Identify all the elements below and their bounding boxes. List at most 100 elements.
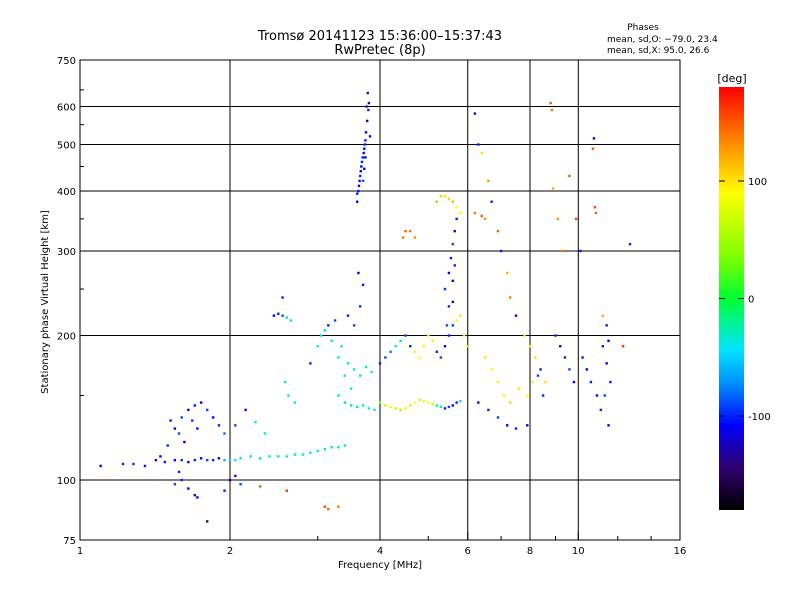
data-point (228, 478, 232, 482)
data-point (364, 156, 367, 159)
data-point (447, 405, 451, 409)
data-point (443, 195, 447, 198)
data-point (199, 457, 203, 460)
data-point (191, 419, 194, 422)
data-point (169, 419, 172, 422)
data-point (364, 365, 368, 369)
colorbar-label: [deg] (717, 72, 746, 85)
data-point (594, 211, 598, 215)
data-point (370, 370, 373, 374)
data-point (508, 401, 512, 404)
data-point (466, 345, 469, 348)
data-point (480, 151, 483, 155)
data-point (459, 314, 462, 317)
data-point (166, 444, 169, 447)
data-point (337, 394, 340, 397)
data-point (399, 408, 402, 412)
data-point (401, 236, 405, 239)
data-point (196, 496, 199, 499)
data-point (205, 408, 209, 412)
data-point (496, 380, 500, 384)
y-tick-label: 400 (57, 187, 76, 198)
data-point (561, 249, 564, 253)
data-point (435, 200, 438, 203)
data-point (217, 457, 221, 460)
data-point (459, 211, 462, 215)
chart-subtitle: RwPretec (8p) (334, 43, 425, 58)
data-point (358, 174, 362, 178)
data-point (355, 200, 359, 203)
data-point (536, 374, 540, 377)
data-points (99, 91, 632, 523)
colorbar-tick-label: 0 (748, 295, 754, 306)
data-point (443, 287, 447, 291)
data-point (363, 143, 367, 146)
data-point (367, 108, 370, 112)
data-point (422, 345, 426, 348)
data-point (413, 401, 417, 404)
data-point (439, 356, 443, 359)
x-tick-label: 6 (465, 546, 471, 557)
data-point (409, 229, 412, 233)
data-point (173, 458, 177, 462)
data-point (431, 339, 434, 343)
data-point (196, 427, 199, 430)
data-point (455, 206, 458, 209)
data-point (592, 137, 596, 140)
data-point (599, 408, 603, 412)
data-point (193, 458, 197, 462)
data-point (483, 356, 487, 359)
data-point (585, 368, 588, 371)
data-point (451, 242, 455, 246)
data-point (487, 179, 490, 183)
data-point (496, 416, 500, 419)
data-point (404, 229, 407, 233)
data-point (607, 339, 610, 343)
data-point (346, 362, 350, 365)
data-point (352, 324, 356, 327)
stats-line-x: mean, sd,X: 95.0, 26.6 (607, 46, 710, 56)
data-point (451, 300, 455, 304)
data-point (343, 401, 347, 404)
data-point (451, 200, 455, 203)
data-point (358, 179, 361, 183)
data-point (445, 324, 449, 327)
data-point (327, 324, 330, 327)
data-point (368, 135, 372, 138)
data-point (234, 474, 237, 478)
data-point (121, 462, 125, 466)
data-point (404, 334, 407, 337)
data-point (365, 105, 368, 108)
x-tick-label: 2 (227, 546, 233, 557)
data-point (490, 368, 493, 371)
data-point (568, 368, 571, 371)
data-point (455, 401, 458, 404)
data-point (364, 139, 367, 142)
data-point (223, 458, 226, 462)
data-point (205, 458, 209, 462)
x-tick-label: 16 (674, 546, 687, 557)
data-point (343, 444, 347, 447)
data-point (357, 189, 360, 193)
data-point (143, 464, 147, 468)
data-point (285, 316, 288, 319)
data-point (361, 156, 364, 159)
data-point (451, 279, 455, 283)
y-axis-label: Stationary phase Virtual Height [km] (40, 210, 51, 394)
y-tick-label: 750 (57, 56, 76, 67)
x-tick-label: 1 (77, 546, 83, 557)
data-point (309, 451, 312, 454)
data-point (183, 440, 186, 444)
data-point (404, 407, 407, 410)
data-point (365, 119, 369, 123)
data-point (180, 416, 183, 419)
data-point (628, 242, 632, 246)
data-point (349, 404, 353, 407)
x-tick-label: 10 (572, 546, 585, 557)
data-point (364, 131, 368, 134)
data-point (378, 401, 382, 404)
data-point (591, 147, 595, 150)
data-point (337, 356, 340, 359)
data-point (544, 380, 547, 384)
data-point (99, 464, 102, 468)
